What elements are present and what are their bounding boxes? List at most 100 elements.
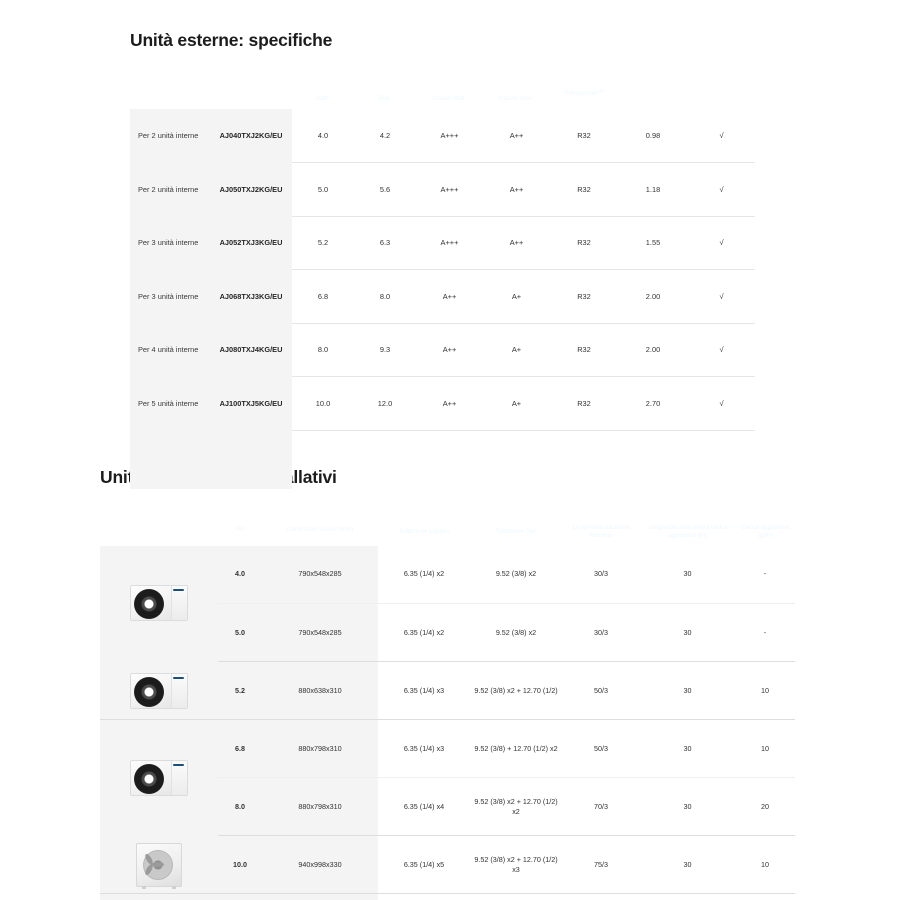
cell-pipe-length: 50/3	[562, 719, 640, 778]
cell-gas-pipe: 9.52 (3/8) x2	[470, 603, 562, 662]
cell-liquid-pipe: 6.35 (1/4) x3	[378, 661, 470, 720]
cell-capacity: 4.0	[218, 545, 262, 604]
outdoor-unit-flat-icon	[102, 585, 216, 622]
cell-pipe-length: 70/3	[562, 777, 640, 836]
cell-gas-pipe: 9.52 (3/8) x2 + 12.70 (1/2)	[470, 661, 562, 720]
install-header-row-top: Unità Esterna Capacità kW Unità Dimensio…	[100, 502, 795, 533]
cell-dimensions: 940x998x330	[262, 835, 378, 894]
cell-class-cooling: A+++	[416, 162, 483, 217]
cell-extra-charge: 10	[735, 661, 795, 720]
cell-class-cooling: A++	[416, 376, 483, 431]
cell-capacity: 6.8	[218, 719, 262, 778]
cell-model: AJ100TXJ5KG/EU	[219, 398, 283, 408]
cell-kw-cooling: 5.2	[292, 216, 354, 270]
footnote-marker-3: (3)	[747, 84, 753, 90]
cell-kw-heating: 4.2	[354, 109, 416, 163]
specs-header-row-bottom: Raff. Risc. Classe Raff. Classe Risc.	[130, 89, 755, 109]
cell-extra-charge: -	[735, 545, 795, 604]
cell-dimensions: 790x548x285	[262, 545, 378, 604]
cell-model: AJ068TXJ3KG/EU	[219, 291, 283, 301]
cell-charge: 2.00	[618, 269, 688, 324]
install-header-row-bottom: Tubazione Liquido Tubazione Gas Lunghezz…	[100, 518, 795, 546]
cell-kw-heating: 9.3	[354, 323, 416, 377]
cell-class-heating: A++	[483, 216, 550, 270]
specs-header-row-top: N° Unità Modello kW Efficienza Energetic…	[130, 65, 755, 97]
cell-unit-count: Per 4 unità interne	[138, 345, 199, 355]
header-unit-sub: Dimensioni LxAxP (mm)	[286, 526, 354, 534]
cell-max-length: 30	[640, 777, 735, 836]
cell-unit-image	[100, 720, 218, 836]
cell-model: AJ040TXJ2KG/EU	[219, 131, 283, 140]
cell-charge: 2.00	[618, 323, 688, 377]
cell-capacity: 8.0	[218, 777, 262, 836]
cell-liquid-pipe: 6.35 (1/4) x2	[378, 603, 470, 662]
specs-table-body: Per 2 unità interne AJ040TXJ2KG/EU 4.0 4…	[130, 109, 755, 431]
header-liquid-pipe: Tubazione Liquido	[398, 527, 450, 535]
cell-pipe-length: 75/3	[562, 835, 640, 894]
header-incentives: Incentivi/ Conto Termico (3)	[688, 65, 755, 109]
header-gas-sub: Refrigerante	[564, 90, 599, 98]
cell-max-length: 30	[640, 603, 735, 662]
table-row: 10.0 940x998x330 6.35 (1/4) x5 9.52 (3/8…	[100, 835, 795, 894]
cell-kw-cooling: 6.8	[292, 269, 354, 324]
install-table-body: 4.0 790x548x285 6.35 (1/4) x2 9.52 (3/8)…	[100, 545, 795, 894]
cell-incentive-check: √	[688, 269, 755, 324]
cell-class-heating: A+	[483, 323, 550, 377]
cell-incentive-check: √	[688, 323, 755, 377]
cell-unit-count: Per 5 unità interne	[138, 398, 199, 408]
table-row: 4.0 790x548x285 6.35 (1/4) x2 9.52 (3/8)…	[100, 545, 795, 622]
cell-unit-count: Per 2 unità interne	[138, 131, 199, 140]
cell-max-length: 30	[640, 719, 735, 778]
install-table-wrapper: Unità Esterna Capacità kW Unità Dimensio…	[100, 502, 795, 900]
header-max-length-no-charge: Lunghezza max senza carica aggiuntiva (m…	[640, 518, 735, 546]
cell-incentive-check: √	[688, 109, 755, 163]
outdoor-unit-tall-icon	[102, 842, 216, 889]
cell-kw-heating: 8.0	[354, 269, 416, 324]
cell-capacity: 5.2	[218, 661, 262, 720]
cell-class-cooling: A+++	[416, 216, 483, 270]
header-unit-dims: Unità Dimensioni LxAxP (mm)	[262, 502, 378, 546]
cell-class-cooling: A++	[416, 323, 483, 377]
cell-model: AJ080TXJ4KG/EU	[219, 345, 283, 355]
header-extra-charge: Carica aggiuntiva (g/m)	[735, 518, 795, 546]
cell-unit-count: Per 3 unità interne	[138, 238, 199, 248]
cell-class-heating: A+	[483, 376, 550, 431]
cell-dimensions: 880x638x310	[262, 661, 378, 720]
cell-gas-pipe: 9.52 (3/8) x2	[470, 545, 562, 604]
cell-kw-heating: 6.3	[354, 216, 416, 270]
cell-kw-cooling: 8.0	[292, 323, 354, 377]
footnote-marker-1: (1)	[516, 73, 522, 79]
cell-charge: 2.70	[618, 376, 688, 431]
table-row: Per 3 unità interne AJ052TXJ3KG/EU 5.2 6…	[130, 216, 755, 270]
cell-model: AJ050TXJ2KG/EU	[219, 184, 283, 194]
cell-kw-heating: 12.0	[354, 376, 416, 431]
cell-gas-pipe: 9.52 (3/8) x2 + 12.70 (1/2) x2	[470, 777, 562, 836]
header-efficiency-label: Efficienza Energetica	[444, 72, 517, 82]
cell-extra-charge: 20	[735, 777, 795, 836]
cell-gas: R32	[550, 269, 618, 324]
cell-max-length: 30	[640, 835, 735, 894]
header-pipe-length: Lunghezza tubazioni max/min	[562, 518, 640, 546]
table-row: 8.0 880x798x310 6.35 (1/4) x4 9.52 (3/8)…	[100, 777, 795, 836]
header-gas-pipe: Tubazione Gas	[470, 518, 562, 546]
cell-gas: R32	[550, 376, 618, 431]
cell-unit-image	[100, 835, 218, 894]
cell-model: AJ052TXJ3KG/EU	[219, 238, 283, 248]
table-row: Per 4 unità interne AJ080TXJ4KG/EU 8.0 9…	[130, 323, 755, 377]
cell-class-heating: A++	[483, 162, 550, 217]
outdoor-unit-flat-icon	[102, 672, 216, 709]
table-row: Per 5 unità interne AJ100TXJ5KG/EU 10.0 …	[130, 376, 755, 431]
cell-incentive-check: √	[688, 216, 755, 270]
cell-liquid-pipe: 6.35 (1/4) x3	[378, 719, 470, 778]
specs-table-wrapper: N° Unità Modello kW Efficienza Energetic…	[130, 65, 755, 489]
install-section: Unità esterne: dati installativi Unità E…	[0, 431, 900, 900]
header-outdoor-unit: Unità Esterna	[135, 519, 183, 528]
header-incentives-label: Incentivi/ Conto Termico	[691, 78, 746, 96]
footnote-marker-2: (2)	[598, 88, 604, 94]
header-class-cooling: Classe Raff.	[432, 94, 467, 102]
header-model: Modello	[210, 65, 292, 109]
specs-table: N° Unità Modello kW Efficienza Energetic…	[130, 65, 755, 431]
header-capacity-sub: kW	[235, 526, 245, 534]
cell-max-length: 30	[640, 661, 735, 720]
header-class-heating: Classe Risc.	[483, 89, 550, 109]
